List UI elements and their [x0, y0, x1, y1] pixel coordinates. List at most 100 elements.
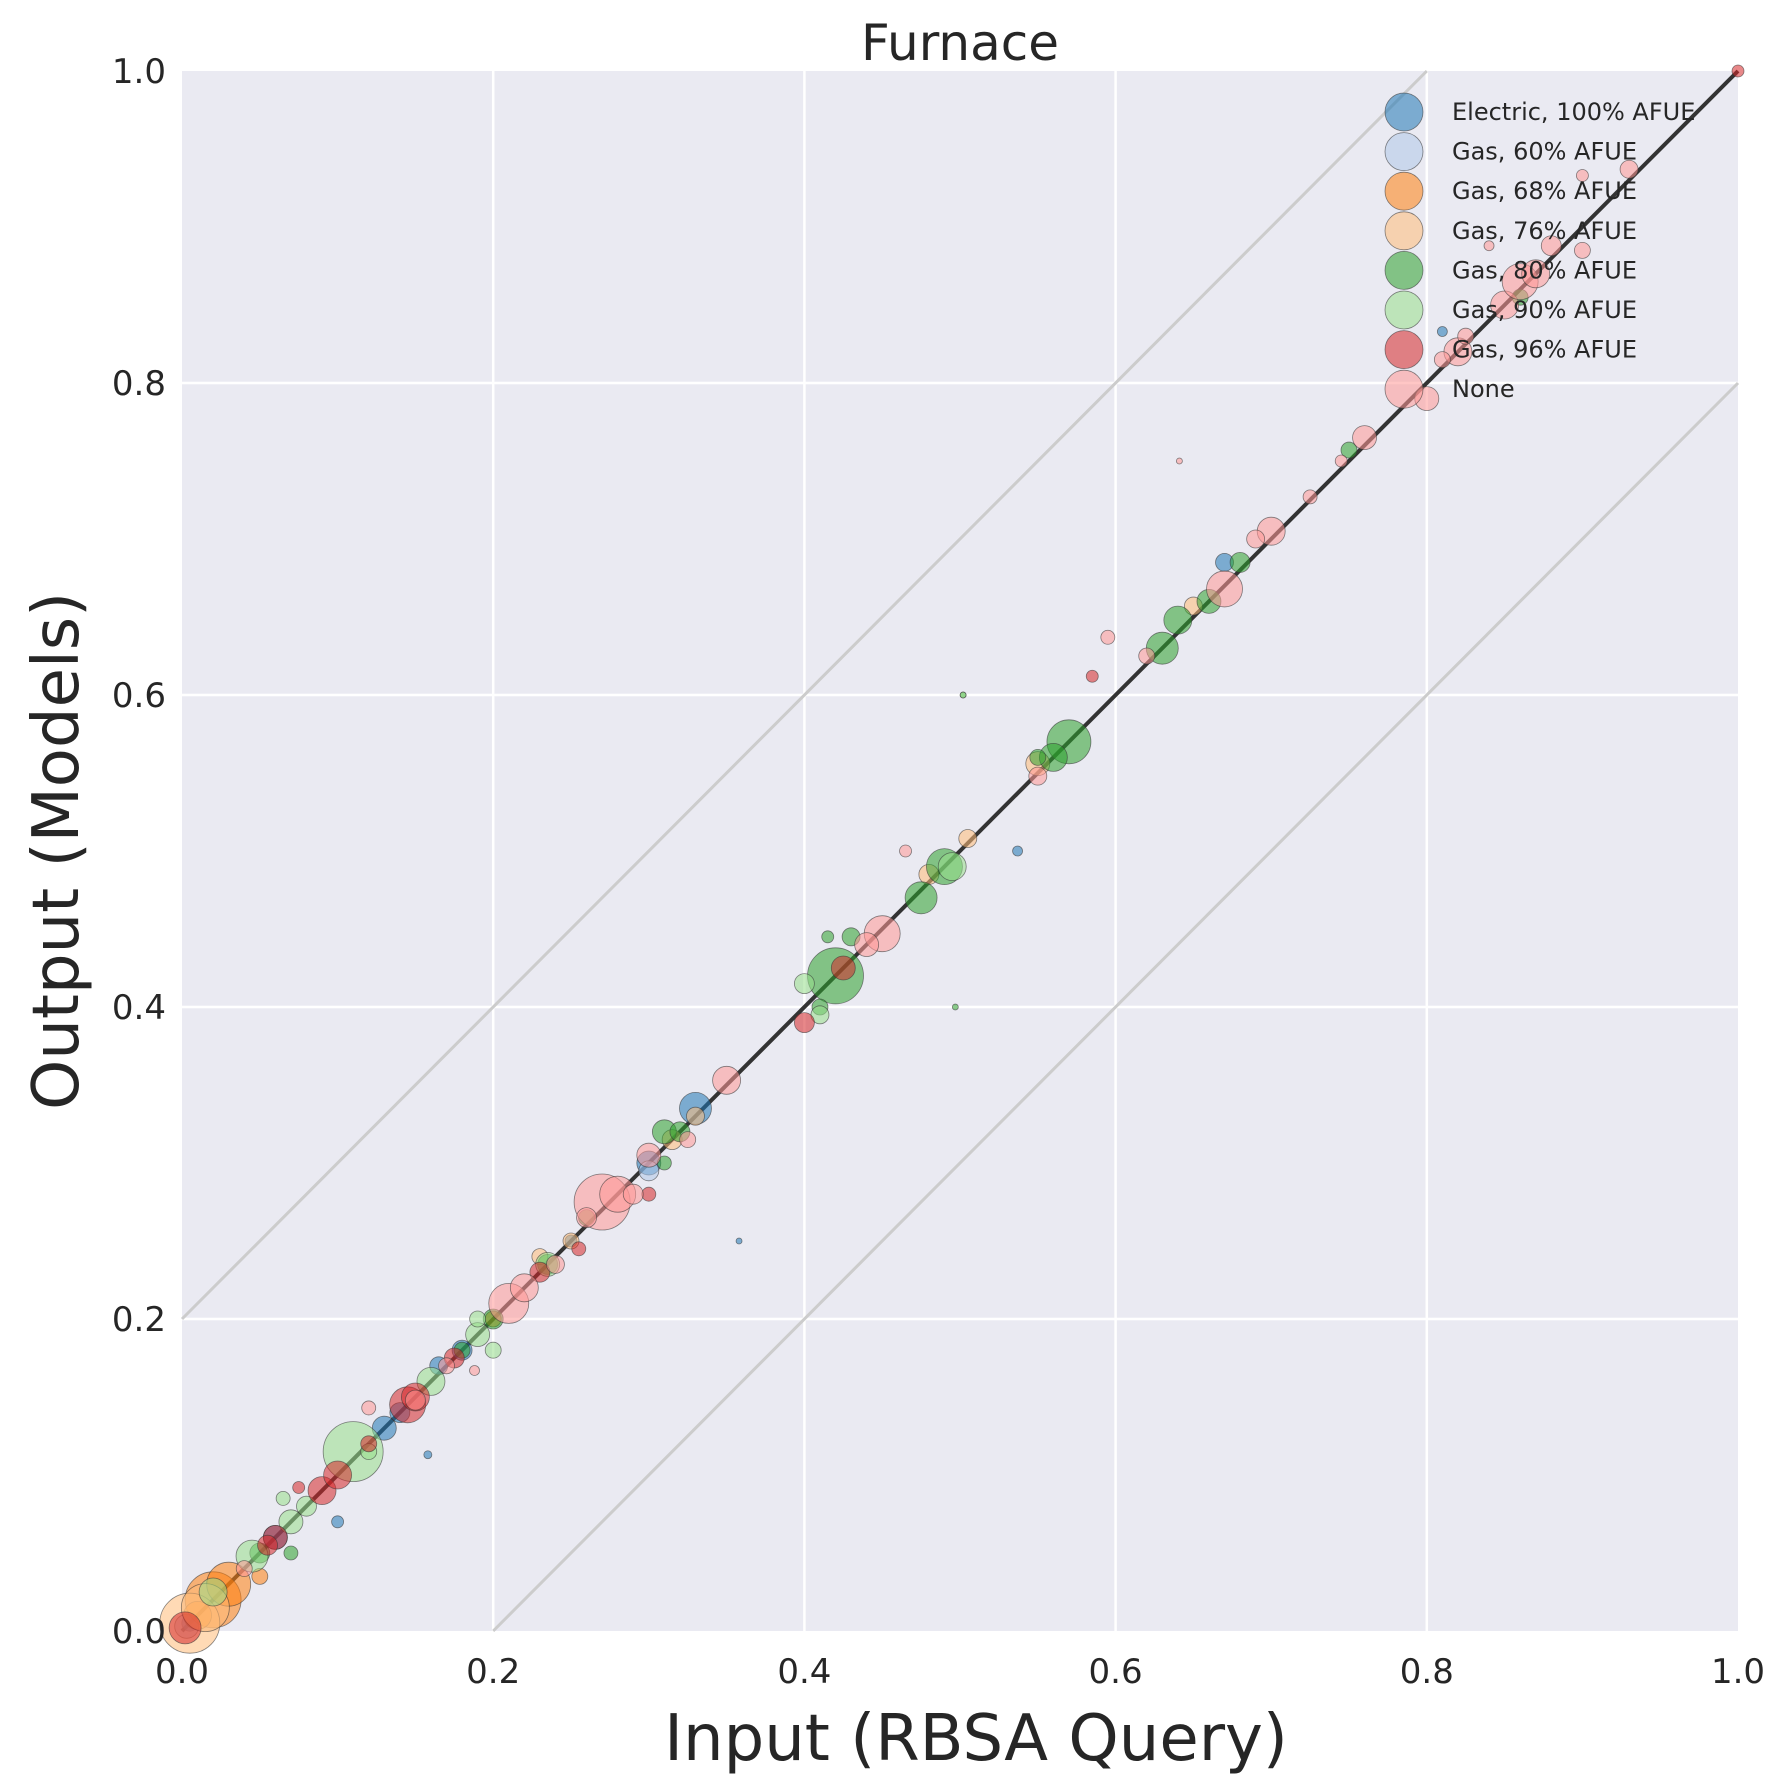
point-none — [546, 1255, 565, 1274]
point-none — [1574, 241, 1591, 259]
point-none — [1206, 570, 1243, 608]
point-none — [404, 1389, 426, 1411]
point-gas-96-afue — [830, 955, 856, 981]
point-gas-90-afue — [469, 1310, 487, 1328]
point-none — [1457, 327, 1475, 345]
point-gas-80-afue — [283, 1545, 299, 1561]
legend-marker — [1384, 132, 1424, 172]
x-tick-label: 0.6 — [1089, 1652, 1143, 1692]
point-none — [1540, 235, 1562, 257]
point-gas-90-afue — [794, 973, 815, 994]
point-none — [854, 932, 880, 957]
x-tick-label: 0.8 — [1400, 1652, 1454, 1692]
legend-label: Gas, 80% AFUE — [1452, 256, 1637, 284]
point-gas-96-afue — [323, 1460, 353, 1490]
point-none — [576, 1207, 597, 1228]
point-electric-100-afue — [1012, 845, 1023, 857]
point-none — [1334, 454, 1348, 468]
x-tick-label: 0.4 — [777, 1652, 831, 1692]
point-none — [1521, 259, 1551, 289]
reference-line-lower-bound — [492, 381, 1740, 1633]
point-gas-90-afue — [198, 1577, 228, 1607]
point-gas-80-afue — [821, 930, 835, 944]
y-tick-label: 0.0 — [112, 1612, 166, 1652]
legend-marker — [1384, 92, 1424, 132]
point-none — [1175, 457, 1183, 465]
point-none — [636, 1142, 662, 1168]
point-gas-96-afue — [168, 1611, 202, 1645]
point-gas-80-afue — [904, 881, 938, 915]
point-electric-100-afue — [735, 1237, 743, 1245]
point-electric-100-afue — [423, 1450, 433, 1460]
legend-marker — [1384, 369, 1424, 409]
point-none — [1433, 351, 1451, 369]
x-tick-label: 0.2 — [466, 1652, 520, 1692]
legend-marker — [1384, 171, 1424, 211]
point-gas-90-afue — [959, 691, 967, 699]
point-gas-90-afue — [275, 1491, 291, 1506]
point-gas-96-afue — [1731, 64, 1745, 78]
point-gas-80-afue — [1163, 605, 1193, 635]
legend-label: Gas, 68% AFUE — [1452, 177, 1637, 205]
y-tick-label: 0.4 — [112, 988, 166, 1028]
point-none — [235, 1560, 253, 1577]
point-none — [899, 844, 912, 858]
point-none — [1028, 766, 1048, 786]
chart-title: Furnace — [861, 14, 1059, 72]
y-tick-label: 0.2 — [112, 1300, 166, 1340]
point-none — [469, 1365, 480, 1376]
y-axis-ticks: 0.0 0.2 0.4 0.6 0.8 1.0 — [112, 52, 166, 1652]
point-none — [1352, 425, 1377, 451]
legend-marker — [1384, 330, 1424, 370]
point-none — [1100, 629, 1116, 645]
point-gas-90-afue — [484, 1341, 502, 1359]
point-gas-96-afue — [641, 1186, 657, 1202]
point-none — [622, 1183, 644, 1205]
point-gas-90-afue — [937, 852, 967, 881]
point-none — [1138, 647, 1156, 665]
x-tick-label: 0.0 — [155, 1652, 209, 1692]
point-none — [1246, 529, 1266, 549]
point-gas-80-afue — [1229, 552, 1251, 573]
point-gas-96-afue — [529, 1261, 551, 1283]
point-gas-80-afue — [1340, 441, 1358, 459]
point-none — [509, 1273, 539, 1303]
point-gas-96-afue — [360, 1435, 378, 1453]
point-gas-96-afue — [1085, 669, 1099, 683]
legend-label: Gas, 60% AFUE — [1452, 138, 1637, 166]
legend-label: Gas, 96% AFUE — [1452, 336, 1637, 364]
x-tick-label: 1.0 — [1711, 1652, 1765, 1692]
point-none — [438, 1357, 455, 1375]
point-gas-96-afue — [571, 1241, 587, 1257]
point-gas-96-afue — [292, 1481, 306, 1494]
point-gas-96-afue — [257, 1534, 278, 1556]
legend-label: Electric, 100% AFUE — [1452, 98, 1695, 126]
point-none — [1576, 169, 1589, 182]
data-points — [159, 64, 1745, 1654]
y-tick-label: 0.6 — [112, 676, 166, 716]
point-none — [1302, 489, 1318, 505]
point-gas-90-afue — [278, 1509, 304, 1535]
y-axis-label: Output (Models) — [20, 592, 94, 1110]
legend-label: None — [1452, 375, 1515, 403]
legend-label: Gas, 76% AFUE — [1452, 217, 1637, 245]
point-gas-80-afue — [1029, 749, 1047, 766]
legend: Electric, 100% AFUE Gas, 60% AFUE Gas, 68%… — [1384, 92, 1695, 409]
y-tick-label: 1.0 — [112, 52, 166, 92]
point-gas-76-afue — [686, 1106, 705, 1126]
point-gas-80-afue — [951, 1003, 959, 1011]
point-none — [1619, 159, 1639, 179]
x-axis-label: Input (RBSA Query) — [664, 1702, 1288, 1776]
reference-line-upper-bound — [180, 69, 1428, 1321]
legend-label: Gas, 90% AFUE — [1452, 296, 1637, 324]
legend-marker — [1384, 290, 1424, 330]
x-axis-ticks: 0.0 0.2 0.4 0.6 0.8 1.0 — [155, 1652, 1765, 1692]
point-gas-96-afue — [794, 1012, 815, 1033]
point-none — [679, 1131, 697, 1148]
point-none — [1483, 240, 1495, 252]
point-gas-90-afue — [296, 1495, 317, 1517]
legend-marker — [1384, 211, 1424, 251]
point-electric-100-afue — [1436, 326, 1448, 337]
point-none — [361, 1400, 377, 1416]
